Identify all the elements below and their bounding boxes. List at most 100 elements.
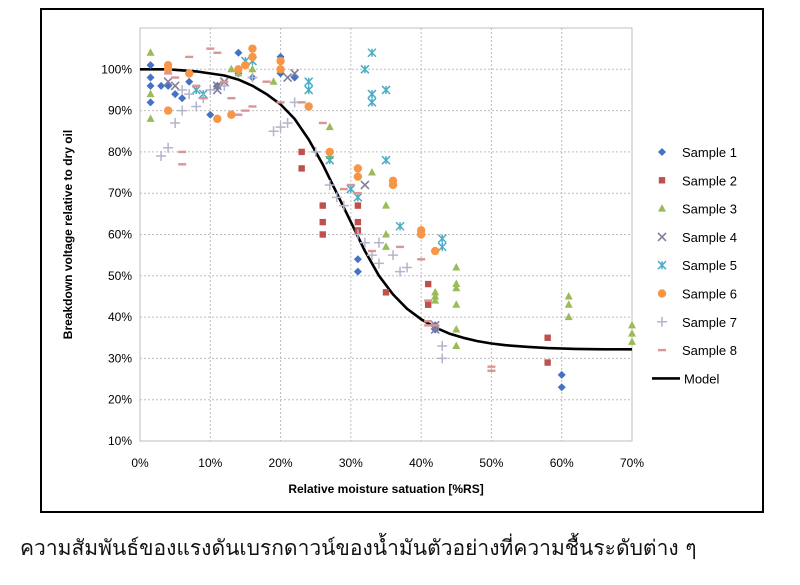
data-point-sample-5 [346,184,356,194]
data-point-sample-5 [191,85,201,95]
data-point-sample-2 [319,202,326,209]
figure-frame: Breakdown voltage relative to dry oil Re… [40,8,764,513]
data-point-sample-6 [227,110,236,119]
data-point-sample-8 [178,163,187,166]
x-tick-label: 70% [620,456,644,470]
data-point-sample-5 [304,77,314,87]
data-point-sample-4 [360,180,370,190]
data-point-sample-8 [318,121,327,125]
data-point-sample-3 [367,168,376,176]
data-point-sample-2 [319,218,326,226]
data-point-sample-6 [431,246,440,256]
data-point-sample-6 [163,65,173,74]
data-point-sample-4 [170,81,180,91]
data-point-sample-5 [381,85,391,95]
data-point-sample-3 [431,296,440,304]
y-tick-label: 50% [108,269,132,283]
legend-label-sample-7: Sample 7 [682,315,737,330]
data-point-sample-5 [437,234,447,244]
data-point-sample-3 [564,312,573,321]
data-point-sample-2 [544,359,551,366]
data-point-sample-7 [437,353,448,364]
data-point-sample-7 [388,250,399,261]
data-point-sample-3 [452,283,461,292]
data-point-sample-8 [185,55,194,59]
data-point-sample-8 [227,97,236,100]
data-point-sample-6 [325,147,334,157]
data-point-sample-8 [431,324,440,327]
x-tick-label: 10% [198,456,222,470]
y-tick-label: 60% [108,228,132,242]
y-tick-label: 100% [101,62,132,76]
data-point-sample-6 [241,60,250,70]
data-point-sample-2 [544,334,551,341]
data-point-sample-8 [367,249,376,253]
y-tick-label: 30% [108,351,132,365]
data-point-sample-8 [424,299,433,302]
data-point-sample-7 [352,229,363,240]
data-points-layer [146,44,636,392]
data-point-sample-6 [213,114,222,124]
data-point-sample-8 [353,192,362,195]
model-curve [140,68,632,351]
data-point-sample-3 [452,324,461,333]
data-point-sample-8 [487,369,496,372]
data-point-sample-6 [234,65,243,74]
data-point-sample-1 [146,81,155,90]
data-point-sample-5 [437,242,447,252]
data-point-sample-3 [382,201,390,209]
data-point-sample-1 [146,61,155,70]
data-point-sample-7 [163,142,174,153]
data-point-sample-5 [367,97,377,107]
data-point-sample-3 [248,64,257,73]
data-point-sample-8 [234,113,243,116]
figure-caption: ความสัมพันธ์ของแรงดันเบรกดาวน์ของน้ำมันต… [20,536,697,560]
data-point-sample-8 [396,245,405,249]
data-point-sample-8 [248,105,257,108]
legend-marker-sample-8 [658,348,666,352]
legend-label-sample-4: Sample 4 [682,230,737,245]
data-point-sample-2 [298,148,305,156]
data-point-sample-3 [452,279,461,288]
data-point-sample-6 [185,69,194,78]
y-tick-label: 90% [108,104,132,118]
data-point-sample-5 [395,221,405,231]
data-point-sample-8 [424,320,433,323]
data-point-sample-4 [212,85,222,95]
data-point-sample-8 [424,324,433,327]
legend-marker-sample-1 [658,148,666,156]
data-point-sample-1 [234,48,243,57]
data-point-sample-3 [564,291,573,300]
data-point-sample-1 [171,90,180,99]
legend-marker-sample-6 [657,289,667,298]
data-point-sample-1 [146,73,155,82]
legend-label-model: Model [684,371,720,386]
data-point-sample-5 [367,48,377,58]
data-point-sample-4 [430,324,440,335]
data-point-sample-7 [338,200,349,211]
data-point-sample-8 [171,76,180,79]
legend-marker-sample-4 [657,232,667,242]
data-point-sample-7 [395,266,406,277]
x-tick-label: 50% [479,456,503,470]
data-point-sample-7 [177,84,188,95]
axes: Breakdown voltage relative to dry oil Re… [61,62,644,496]
data-point-sample-1 [164,81,173,90]
data-point-sample-7 [437,341,448,352]
data-point-sample-3 [431,291,440,300]
data-point-sample-1 [178,94,187,103]
data-point-sample-7 [184,89,195,100]
data-point-sample-8 [276,101,285,104]
data-point-sample-3 [628,320,636,329]
legend-label-sample-5: Sample 5 [682,258,737,273]
data-point-sample-7 [177,105,188,116]
data-point-sample-7 [373,258,384,269]
data-point-sample-6 [353,172,363,181]
data-point-sample-6 [416,230,426,239]
legend-label-sample-8: Sample 8 [682,343,737,358]
data-point-sample-1 [557,370,566,379]
data-point-sample-7 [268,126,279,137]
data-point-sample-8 [262,80,271,83]
data-point-sample-2 [424,280,432,288]
data-point-sample-2 [354,218,362,226]
